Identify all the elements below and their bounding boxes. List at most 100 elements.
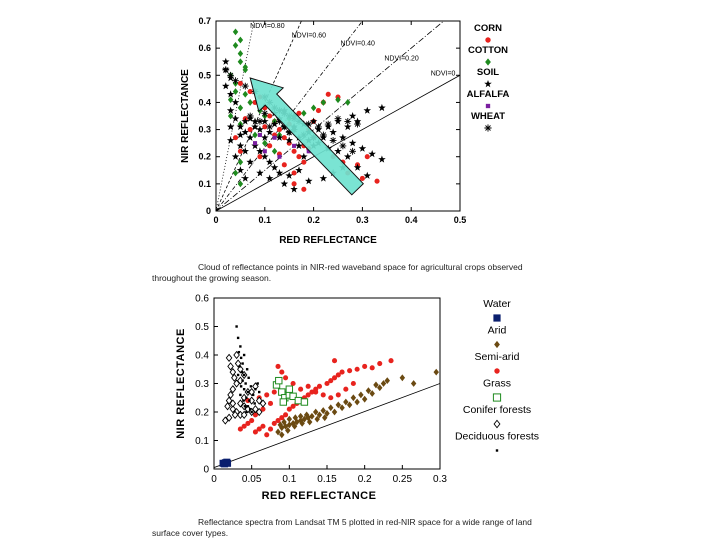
- x-tick-label: 0.05: [242, 474, 262, 485]
- point-deciduous-forests: [240, 370, 244, 374]
- point-soil: [226, 90, 235, 98]
- ndvi-label-ndvi-0-20: NDVI=0.20: [384, 55, 419, 62]
- point-conifer-forests: [231, 410, 239, 419]
- point-arid: [335, 401, 342, 409]
- point-semi-arid: [241, 423, 247, 429]
- x-axis-label: RED REFLECTANCE: [279, 235, 377, 246]
- point-arid: [277, 421, 284, 429]
- point-conifer-forests: [231, 373, 238, 382]
- point-wheat: [320, 131, 327, 139]
- point-wheat: [266, 123, 274, 131]
- point-semi-arid: [267, 426, 274, 432]
- x-axis-label: RED REFLECTANCE: [262, 490, 377, 502]
- y-tick-label: 0.7: [198, 16, 211, 26]
- point-alfalfa: [262, 149, 267, 154]
- x-tick-label: 0.2: [307, 215, 320, 225]
- point-corn: [325, 91, 331, 97]
- point-arid: [291, 422, 298, 430]
- point-wheat: [305, 120, 313, 128]
- point-corn: [267, 113, 273, 119]
- point-soil: [231, 114, 240, 122]
- point-cotton: [237, 36, 244, 44]
- x-tick-label: 0.25: [393, 474, 413, 485]
- point-conifer-forests: [255, 396, 263, 405]
- point-deciduous-forests: [241, 362, 244, 365]
- point-soil: [251, 117, 259, 125]
- point-deciduous-forests: [239, 356, 243, 360]
- point-conifer-forests: [229, 385, 237, 394]
- point-semi-arid: [320, 392, 326, 398]
- point-conifer-forests: [237, 399, 244, 408]
- point-semi-arid: [305, 392, 311, 398]
- point-arid: [281, 418, 287, 426]
- legend-label-wheat: WHEAT: [471, 111, 505, 122]
- point-corn: [257, 154, 263, 160]
- point-cotton: [232, 42, 239, 49]
- point-alfalfa: [257, 132, 262, 138]
- point-deciduous-forests: [241, 379, 244, 382]
- point-semi-arid: [252, 429, 258, 435]
- point-semi-arid: [362, 363, 368, 369]
- point-wheat: [334, 115, 342, 123]
- point-conifer-forests: [225, 396, 233, 405]
- point-cotton: [301, 109, 307, 117]
- point-cotton: [232, 28, 239, 36]
- point-soil: [265, 174, 274, 182]
- point-wheat: [354, 120, 361, 128]
- plot-frame: [215, 20, 461, 212]
- point-corn: [237, 80, 243, 86]
- legend-marker-corn: [485, 37, 491, 43]
- point-arid: [354, 398, 360, 406]
- y-tick-label: 0.2: [198, 152, 211, 162]
- point-semi-arid: [328, 395, 334, 401]
- point-deciduous-forests: [254, 388, 257, 391]
- point-conifer-forests: [229, 367, 237, 377]
- point-soil: [295, 166, 303, 174]
- point-deciduous-forests: [242, 399, 245, 402]
- point-deciduous-forests: [242, 388, 246, 391]
- point-soil: [236, 122, 245, 131]
- y-tick-label: 0: [203, 465, 209, 476]
- point-deciduous-forests: [243, 405, 247, 408]
- point-arid: [285, 427, 291, 434]
- y-tick-label: 0.1: [198, 179, 211, 189]
- point-soil: [270, 163, 279, 171]
- legend-marker-water: [493, 314, 501, 322]
- point-conifer-forests: [259, 399, 267, 408]
- point-semi-arid: [369, 365, 375, 371]
- point-semi-arid: [343, 386, 349, 392]
- legend-label-cotton: COTTON: [468, 45, 508, 56]
- point-cotton: [237, 158, 244, 166]
- point-alfalfa: [306, 149, 311, 154]
- point-arid: [286, 415, 293, 423]
- point-arid: [297, 417, 304, 424]
- point-soil: [256, 125, 264, 133]
- point-semi-arid: [275, 418, 281, 424]
- data-points: [219, 325, 439, 468]
- legend-label-soil: SOIL: [477, 67, 499, 78]
- point-soil: [290, 185, 298, 193]
- point-soil: [300, 152, 308, 160]
- point-cotton: [232, 169, 239, 177]
- point-arid: [399, 374, 406, 382]
- point-cotton: [237, 58, 244, 66]
- y-tick-label: 0.6: [195, 294, 209, 305]
- point-semi-arid: [279, 369, 285, 375]
- point-semi-arid: [331, 358, 338, 364]
- y-tick-label: 0.2: [195, 408, 209, 419]
- legend: CORN COTTON SOIL ALFALFA WHEAT: [467, 23, 510, 132]
- y-tick-label: 0: [206, 206, 211, 216]
- point-wheat: [315, 123, 322, 131]
- legend-marker-soil: [484, 80, 492, 88]
- x-tick-label: 0: [211, 474, 217, 485]
- point-soil: [241, 128, 249, 136]
- legend-label-water: Water: [483, 298, 511, 310]
- point-conifer-forests: [227, 390, 234, 400]
- point-conifer-forests: [233, 350, 240, 360]
- ndvi-label-ndvi-0-40: NDVI=0.40: [340, 40, 375, 47]
- axis-ticks: 0 0.05 0.1 0.15 0.2 0.25 0.3 0 0.1 0.2 0.3 0.4 0.5 0.…: [195, 294, 447, 486]
- point-soil: [348, 112, 357, 120]
- point-soil: [241, 147, 249, 155]
- point-semi-arid: [283, 412, 289, 418]
